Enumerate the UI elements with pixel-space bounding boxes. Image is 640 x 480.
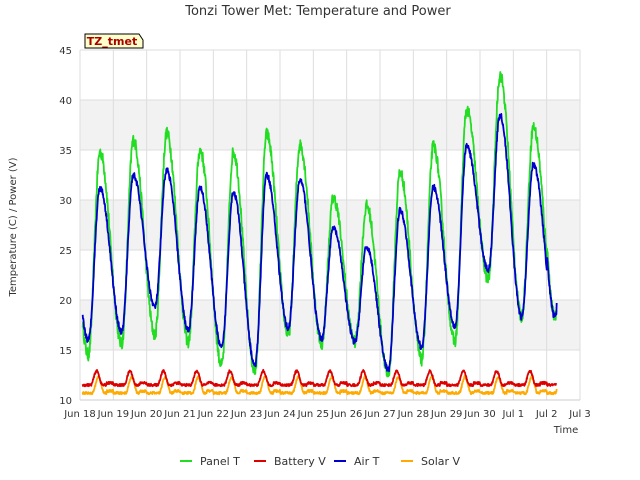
y-tick-label: 35 — [59, 146, 72, 157]
x-tick-label: Jul 3 — [568, 409, 591, 420]
x-tick-label: Jun 26 — [330, 409, 363, 420]
y-tick-label: 40 — [59, 96, 72, 107]
band — [80, 300, 580, 350]
x-tick-label: Jun 22 — [197, 409, 230, 420]
x-tick-label: Jun 24 — [263, 409, 296, 420]
legend-label: Air T — [354, 455, 380, 468]
x-tick-label: Jun 21 — [163, 409, 196, 420]
y-tick-label: 30 — [59, 196, 72, 207]
legend-label: Solar V — [421, 455, 461, 468]
y-tick-label: 20 — [59, 296, 72, 307]
legend: Panel T Battery V Air T Solar V — [180, 455, 461, 468]
y-tick-labels: 10 15 20 25 30 35 40 45 — [59, 46, 72, 407]
x-tick-label: Jun 18 — [63, 409, 96, 420]
x-tick-labels: Jun 18 Jun 19 Jun 20 Jun 21 Jun 22 Jun 23 Jun … — [63, 409, 591, 420]
chart-title: Tonzi Tower Met: Temperature and Power — [184, 4, 451, 19]
y-tick-label: 25 — [59, 246, 72, 257]
x-tick-label: Jun 29 — [430, 409, 463, 420]
x-tick-label: Jun 19 — [97, 409, 130, 420]
x-axis-label: Time — [553, 425, 578, 436]
y-tick-label: 15 — [59, 346, 72, 357]
legend-label: Panel T — [200, 455, 240, 468]
y-tick-label: 45 — [59, 46, 72, 57]
series-line-solar-v — [81, 375, 558, 396]
x-tick-label: Jun 25 — [297, 409, 330, 420]
x-tick-label: Jun 23 — [230, 409, 263, 420]
x-tick-label: Jun 28 — [397, 409, 430, 420]
legend-label: Battery V — [274, 455, 326, 468]
tz-tmet-badge: TZ_tmet — [84, 33, 144, 49]
x-tick-label: Jun 20 — [130, 409, 163, 420]
x-tick-label: Jul 1 — [502, 409, 525, 420]
badge-text: TZ_tmet — [87, 35, 137, 48]
x-tick-label: Jun 30 — [463, 409, 496, 420]
series-line-battery-v — [81, 368, 558, 388]
series-line-air-t — [81, 113, 558, 373]
x-tick-label: Jul 2 — [535, 409, 558, 420]
series-lines — [81, 71, 558, 396]
x-tick-label: Jun 27 — [363, 409, 396, 420]
y-tick-label: 10 — [59, 396, 72, 407]
y-axis-label: Temperature (C) / Power (V) — [8, 157, 19, 297]
